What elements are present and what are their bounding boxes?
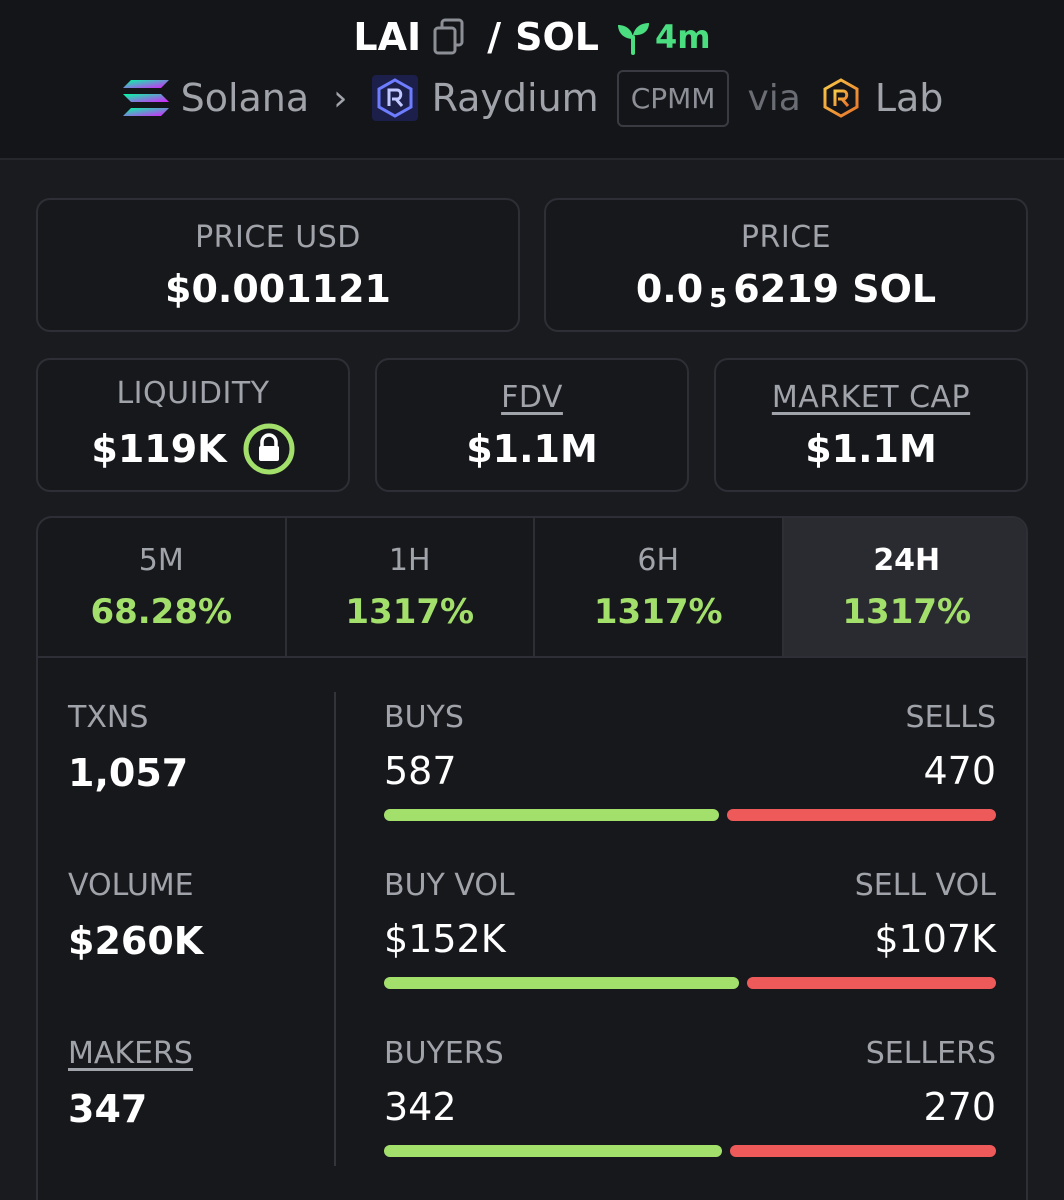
base-symbol: LAI [353,15,422,59]
pair-title: LAI / SOL 4m [0,8,1064,66]
buy-vol-value: $152K [384,917,506,961]
tab-1h[interactable]: 1H 1317% [287,518,535,656]
market-cap-card: MARKET CAP $1.1M [714,358,1028,492]
via-text: via [747,77,801,119]
raydium-icon [371,75,418,121]
fdv-card: FDV $1.1M [375,358,689,492]
fdv-label[interactable]: FDV [501,379,563,415]
volume-split: BUY VOL SELL VOL $152K $107K [384,868,996,989]
tab-change: 68.28% [90,591,233,632]
sell-vol-label: SELL VOL [854,868,996,903]
liquidity-value-row: $119K [91,423,295,475]
stats-panel: 5M 68.28% 1H 1317% 6H 1317% 24H 1317% TX… [36,516,1028,1200]
price-native-suffix: 6219 SOL [733,266,937,311]
sellers-label: SELLERS [865,1036,996,1071]
copy-icon[interactable] [431,17,467,57]
solana-icon [122,80,169,116]
liquidity-card: LIQUIDITY $119K [36,358,350,492]
sprout-icon [617,23,649,55]
volume-bar [384,977,996,989]
price-usd-card: PRICE USD $0.001121 [36,198,520,332]
price-usd-value: $0.001121 [165,266,391,311]
tab-label: 5M [138,542,184,578]
price-native-card: PRICE 0.0 5 6219 SOL [544,198,1028,332]
buys-value: 587 [384,749,457,793]
dex-link[interactable]: Raydium [431,76,599,120]
market-cap-label[interactable]: MARKET CAP [771,379,971,415]
price-native-zeros: 5 [709,283,728,314]
pair-separator: / [487,15,502,59]
buyers-sellers-split: BUYERS SELLERS 342 270 [384,1036,996,1157]
price-usd-label: PRICE USD [195,219,361,255]
price-native-value: 0.0 5 6219 SOL [635,266,937,314]
market-cap-value: $1.1M [805,426,937,471]
buyers-bar [384,1145,722,1157]
chain-link[interactable]: Solana [180,76,310,120]
volume-label: VOLUME [68,868,194,903]
makers-label[interactable]: MAKERS [68,1036,193,1071]
tab-label: 24H [873,542,941,578]
liquidity-label: LIQUIDITY [116,375,270,411]
tab-label: 1H [388,542,431,578]
makers-value: 347 [68,1087,148,1131]
buy-vol-bar [384,977,739,989]
pool-type-badge: CPMM [616,69,730,127]
buy-vol-label: BUY VOL [384,868,515,903]
pair-age: 4m [613,17,711,57]
sells-label: SELLS [905,700,996,735]
launchpad-link[interactable]: Lab [874,76,944,120]
volume-stat: VOLUME $260K [68,868,203,963]
quote-symbol: SOL [515,15,599,59]
buyers-sellers-bar [384,1145,996,1157]
sellers-value: 270 [923,1085,996,1129]
buys-bar [384,809,719,821]
txns-stat: TXNS 1,057 [68,700,188,795]
tab-change: 1317% [345,591,475,632]
price-native-prefix: 0.0 [635,266,704,311]
lab-icon [823,78,859,118]
sell-vol-value: $107K [874,917,996,961]
sells-value: 470 [923,749,996,793]
breadcrumb: Solana › Raydium CPMM via Lab [0,66,1064,130]
buyers-value: 342 [384,1085,457,1129]
liquidity-value: $119K [91,426,227,471]
tab-change: 1317% [842,591,972,632]
buys-sells-split: BUYS SELLS 587 470 [384,700,996,821]
sellers-bar [730,1145,996,1157]
chevron-right-icon: › [333,77,348,119]
makers-stat: MAKERS 347 [68,1036,193,1131]
price-native-label: PRICE [740,219,832,255]
age-value: 4m [654,18,711,56]
txns-label: TXNS [68,700,149,735]
txns-value: 1,057 [68,751,189,795]
buyers-label: BUYERS [384,1036,504,1071]
timeframe-tabs: 5M 68.28% 1H 1317% 6H 1317% 24H 1317% [38,518,1026,658]
buys-label: BUYS [384,700,464,735]
sell-vol-bar [747,977,996,989]
tab-change: 1317% [593,591,723,632]
stats-divider [334,692,336,1166]
lock-icon[interactable] [243,423,295,475]
tab-6h[interactable]: 6H 1317% [535,518,784,656]
fdv-value: $1.1M [466,426,598,471]
tab-24h[interactable]: 24H 1317% [783,518,1026,656]
volume-value: $260K [68,919,204,963]
tab-5m[interactable]: 5M 68.28% [38,518,287,656]
buys-sells-bar [384,809,996,821]
tab-label: 6H [637,542,680,578]
sells-bar [727,809,996,821]
pair-header: LAI / SOL 4m Solana › Raydium CPMM via [0,0,1064,160]
